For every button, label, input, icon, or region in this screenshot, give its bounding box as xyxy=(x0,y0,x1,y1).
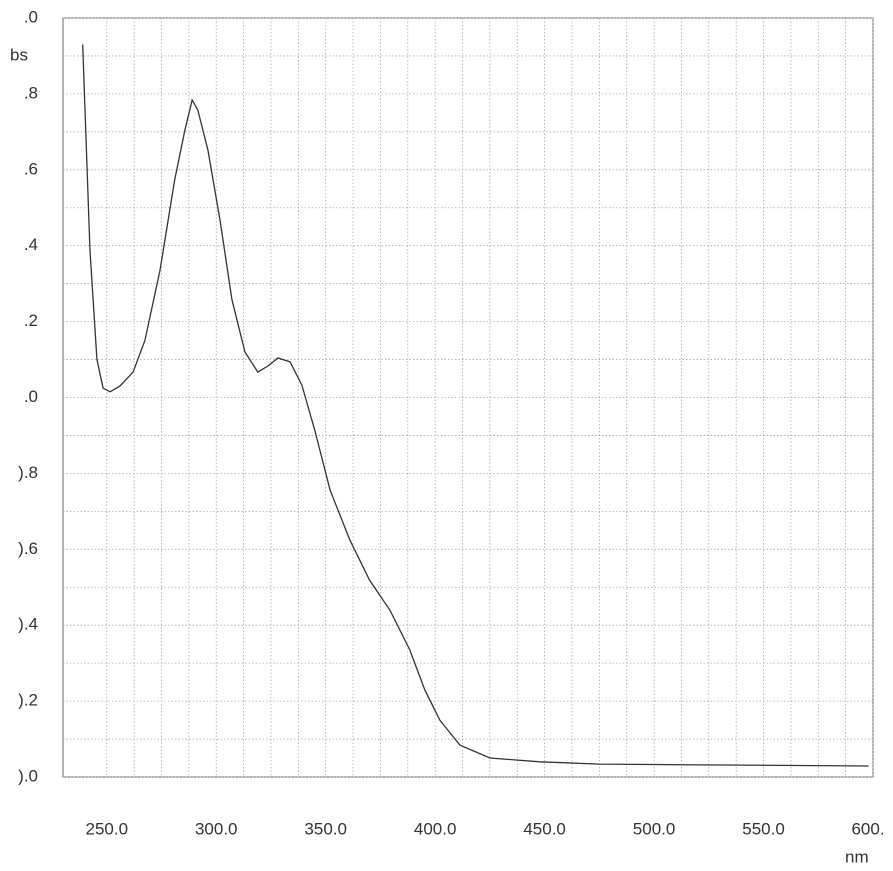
x-tick-label: 400.0 xyxy=(414,819,457,838)
y-tick-label: ).2 xyxy=(18,691,38,710)
y-tick-label: ).8 xyxy=(18,463,38,482)
x-axis-label: nm xyxy=(845,847,869,866)
y-tick-label: ).6 xyxy=(18,539,38,558)
x-tick-label: 500.0 xyxy=(633,819,676,838)
x-tick-label: 250.0 xyxy=(86,819,129,838)
y-tick-label: .2 xyxy=(24,311,38,330)
x-tick-label: 350.0 xyxy=(304,819,347,838)
y-tick-label: .6 xyxy=(24,159,38,178)
x-tick-label: 600. xyxy=(851,819,884,838)
x-tick-label: 550.0 xyxy=(742,819,785,838)
y-tick-label: .4 xyxy=(24,235,38,254)
y-tick-label: .0 xyxy=(24,387,38,406)
y-tick-label: ).0 xyxy=(18,766,38,785)
x-tick-label: 450.0 xyxy=(523,819,566,838)
y-tick-label: .0 xyxy=(24,7,38,26)
y-tick-label: .8 xyxy=(24,83,38,102)
y-tick-label: ).4 xyxy=(18,615,38,634)
y-axis-label: bs xyxy=(10,45,28,64)
spectrum-line xyxy=(82,44,869,767)
x-tick-label: 300.0 xyxy=(195,819,238,838)
